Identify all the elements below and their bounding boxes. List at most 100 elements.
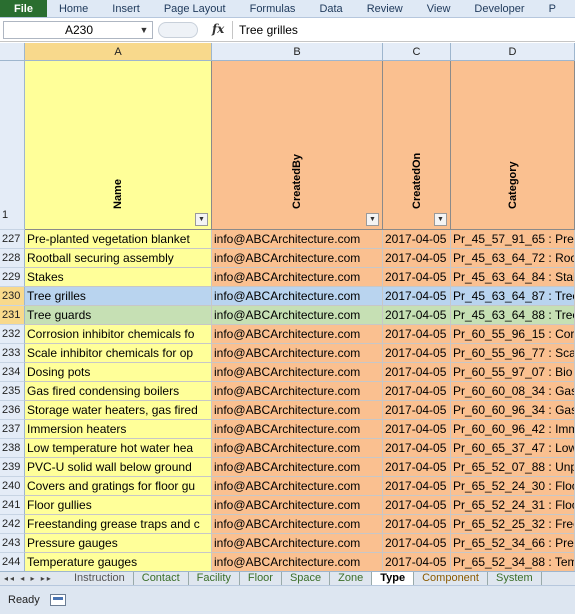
cell-createdby[interactable]: info@ABCArchitecture.com [212,344,383,363]
cell-createdby[interactable]: info@ABCArchitecture.com [212,496,383,515]
cell-createdby[interactable]: info@ABCArchitecture.com [212,458,383,477]
cell-createdby[interactable]: info@ABCArchitecture.com [212,287,383,306]
cell-name[interactable]: Freestanding grease traps and c [25,515,212,534]
row-header[interactable]: 228 [0,249,25,268]
row-header[interactable]: 232 [0,325,25,344]
cell-category[interactable]: Pr_65_52_07_88 : Unp [451,458,575,477]
cell-name[interactable]: Low temperature hot water hea [25,439,212,458]
tab-formulas[interactable]: Formulas [249,2,296,15]
cell-category[interactable]: Pr_60_65_37_47 : Low [451,439,575,458]
sheet-tab-system[interactable]: System [488,572,542,585]
sheet-tab-floor[interactable]: Floor [240,572,282,585]
filter-dropdown-icon[interactable]: ▼ [195,213,208,226]
cell-name[interactable]: Immersion heaters [25,420,212,439]
cell-createdon[interactable]: 2017-04-05 [383,439,451,458]
column-header-d[interactable]: D [451,43,575,61]
cell-category[interactable]: Pr_45_63_64_84 : Stak [451,268,575,287]
cell-createdon[interactable]: 2017-04-05 [383,382,451,401]
header-cell-category[interactable]: Category [451,61,575,230]
cell-name[interactable]: Storage water heaters, gas fired [25,401,212,420]
cell-name[interactable]: Stakes [25,268,212,287]
cell-createdon[interactable]: 2017-04-05 [383,401,451,420]
row-header[interactable]: 236 [0,401,25,420]
cell-createdon[interactable]: 2017-04-05 [383,249,451,268]
cell-name[interactable]: Scale inhibitor chemicals for op [25,344,212,363]
row-header[interactable]: 229 [0,268,25,287]
cell-createdby[interactable]: info@ABCArchitecture.com [212,249,383,268]
cell-createdon[interactable]: 2017-04-05 [383,325,451,344]
row-header[interactable]: 241 [0,496,25,515]
cell-createdon[interactable]: 2017-04-05 [383,287,451,306]
cell-name[interactable]: Covers and gratings for floor gu [25,477,212,496]
tab-truncated[interactable]: P [548,2,556,15]
tab-view[interactable]: View [426,2,451,15]
cell-category[interactable]: Pr_45_63_64_87 : Tree [451,287,575,306]
row-header[interactable]: 234 [0,363,25,382]
sheet-tab-zone[interactable]: Zone [330,572,373,585]
tab-data[interactable]: Data [319,2,343,15]
cell-createdon[interactable]: 2017-04-05 [383,458,451,477]
cell-category[interactable]: Pr_60_55_96_77 : Scal [451,344,575,363]
cell-createdon[interactable]: 2017-04-05 [383,553,451,572]
name-box[interactable]: A230 ▼ [3,21,153,39]
column-header-c[interactable]: C [383,43,451,61]
column-header-b[interactable]: B [212,43,383,61]
row-header[interactable]: 237 [0,420,25,439]
cell-createdby[interactable]: info@ABCArchitecture.com [212,363,383,382]
sheet-tab-contact[interactable]: Contact [134,572,189,585]
cell-category[interactable]: Pr_45_57_91_65 : Pre [451,230,575,249]
tab-review[interactable]: Review [366,2,403,15]
cell-name[interactable]: PVC-U solid wall below ground [25,458,212,477]
formula-input[interactable]: Tree grilles [232,21,575,39]
cell-category[interactable]: Pr_65_52_24_30 : Floo [451,477,575,496]
cell-category[interactable]: Pr_60_60_96_34 : Gas [451,401,575,420]
cell-createdby[interactable]: info@ABCArchitecture.com [212,401,383,420]
tab-page-layout[interactable]: Page Layout [163,2,226,15]
cell-category[interactable]: Pr_65_52_25_32 : Free [451,515,575,534]
row-header[interactable]: 240 [0,477,25,496]
header-cell-createdby[interactable]: CreatedBy ▼ [212,61,383,230]
macro-record-icon[interactable] [49,594,66,606]
sheet-tab-instruction[interactable]: Instruction [66,572,134,585]
tab-home[interactable]: Home [58,2,89,15]
select-all-corner[interactable] [0,43,25,61]
cell-createdby[interactable]: info@ABCArchitecture.com [212,420,383,439]
cell-createdby[interactable]: info@ABCArchitecture.com [212,515,383,534]
sheet-tab-facility[interactable]: Facility [189,572,240,585]
cell-createdby[interactable]: info@ABCArchitecture.com [212,439,383,458]
row-header[interactable]: 233 [0,344,25,363]
row-header[interactable]: 230 [0,287,25,306]
cell-name[interactable]: Tree guards [25,306,212,325]
tab-developer[interactable]: Developer [474,2,525,15]
tab-insert[interactable]: Insert [112,2,140,15]
cell-name[interactable]: Pre-planted vegetation blanket [25,230,212,249]
cell-createdon[interactable]: 2017-04-05 [383,268,451,287]
cell-createdon[interactable]: 2017-04-05 [383,534,451,553]
cell-createdon[interactable]: 2017-04-05 [383,363,451,382]
cell-name[interactable]: Corrosion inhibitor chemicals fo [25,325,212,344]
cell-createdon[interactable]: 2017-04-05 [383,420,451,439]
cell-createdon[interactable]: 2017-04-05 [383,496,451,515]
cell-createdby[interactable]: info@ABCArchitecture.com [212,382,383,401]
chevron-down-icon[interactable]: ▼ [139,25,149,35]
sheet-tab-type[interactable]: Type [372,572,415,585]
row-header[interactable]: 242 [0,515,25,534]
cell-name[interactable]: Dosing pots [25,363,212,382]
row-header[interactable]: 235 [0,382,25,401]
cell-createdon[interactable]: 2017-04-05 [383,230,451,249]
tab-file[interactable]: File [0,0,47,17]
sheet-tab-component[interactable]: Component [414,572,488,585]
cell-category[interactable]: Pr_60_60_08_34 : Gas [451,382,575,401]
cell-createdon[interactable]: 2017-04-05 [383,306,451,325]
header-cell-createdon[interactable]: CreatedOn ▼ [383,61,451,230]
cell-name[interactable]: Floor gullies [25,496,212,515]
cell-category[interactable]: Pr_65_52_34_88 : Tem [451,553,575,572]
cell-createdon[interactable]: 2017-04-05 [383,515,451,534]
row-header-1[interactable]: 1 [0,61,25,230]
cell-name[interactable]: Temperature gauges [25,553,212,572]
cell-category[interactable]: Pr_45_63_64_72 : Roo [451,249,575,268]
cell-createdby[interactable]: info@ABCArchitecture.com [212,553,383,572]
row-header[interactable]: 231 [0,306,25,325]
cell-category[interactable]: Pr_65_52_34_66 : Pres [451,534,575,553]
cell-createdby[interactable]: info@ABCArchitecture.com [212,306,383,325]
